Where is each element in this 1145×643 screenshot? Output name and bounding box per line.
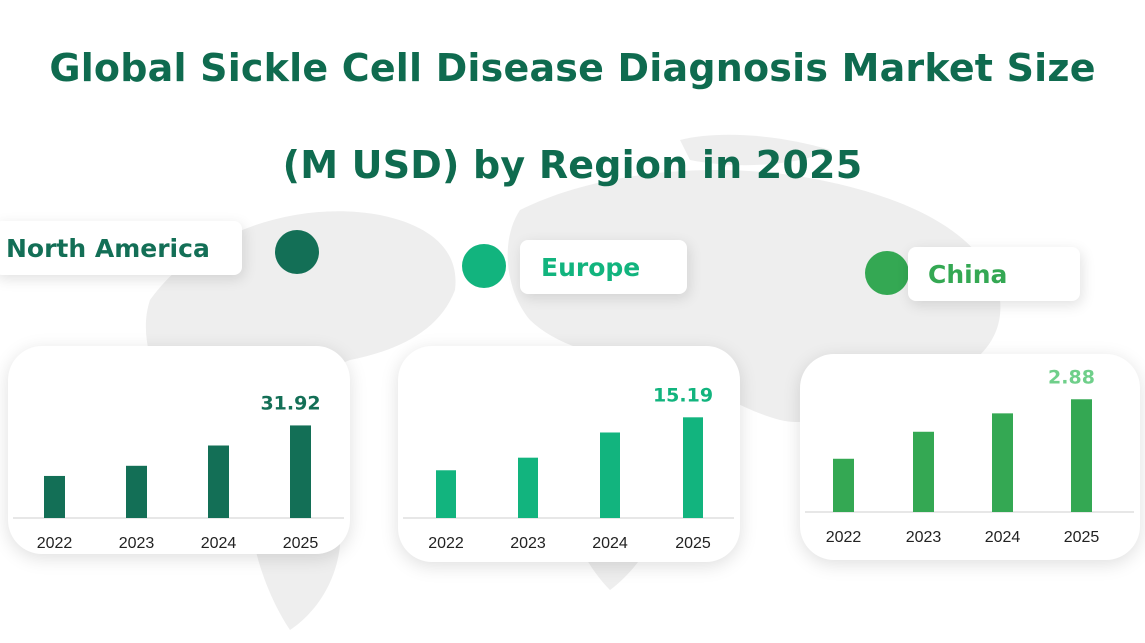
china-tick-label-2025: 2025	[1064, 529, 1100, 546]
china-bar-2023	[913, 431, 934, 512]
north-america-bar-chart: 2022 2023 2024 2025 31.92	[13, 392, 344, 552]
north-america-bar-2022	[44, 475, 65, 518]
north-america-dot-icon	[275, 230, 319, 274]
north-america-label-box: North America	[0, 221, 242, 275]
europe-bar-2023	[518, 457, 538, 518]
europe-tick-label-2024: 2024	[592, 535, 628, 552]
europe-label-box: Europe	[520, 240, 687, 294]
north-america-tick-label-2023: 2023	[119, 535, 155, 552]
north-america-tick-label-2025: 2025	[283, 535, 319, 552]
europe-tick-label-2022: 2022	[428, 535, 464, 552]
china-bar-2025	[1071, 399, 1092, 512]
china-bar-chart: 2022 2023 2024 2025 2.88	[805, 366, 1134, 546]
north-america-bar-2025	[290, 425, 311, 518]
europe-bar-2025	[683, 417, 703, 518]
china-chart-card: 2022 2023 2024 2025 2.88	[800, 354, 1140, 560]
chart-title-line-2: (M USD) by Region in 2025	[282, 143, 863, 187]
china-label: China	[928, 259, 1008, 289]
china-label-box: China	[908, 247, 1080, 301]
europe-tick-label-2025: 2025	[675, 535, 711, 552]
north-america-tick-label-2022: 2022	[37, 535, 73, 552]
north-america-bar-2024	[208, 445, 229, 518]
china-bar-2022	[833, 458, 854, 512]
europe-dot-icon	[462, 244, 506, 288]
europe-data-label-2025: 15.19	[653, 384, 713, 406]
china-dot-icon	[865, 251, 909, 295]
north-america-data-label-2025: 31.92	[260, 392, 320, 414]
north-america-bar-2023	[126, 465, 147, 518]
chart-title-line-1: Global Sickle Cell Disease Diagnosis Mar…	[49, 46, 1096, 90]
europe-label: Europe	[541, 252, 641, 282]
north-america-label: North America	[6, 233, 210, 263]
europe-chart-card: 2022 2023 2024 2025 15.19	[398, 346, 740, 562]
north-america-tick-label-2024: 2024	[201, 535, 237, 552]
europe-bar-chart: 2022 2023 2024 2025 15.19	[403, 384, 734, 552]
china-bar-2024	[992, 413, 1013, 512]
china-tick-label-2023: 2023	[906, 529, 942, 546]
china-tick-label-2024: 2024	[985, 529, 1021, 546]
china-tick-label-2022: 2022	[826, 529, 862, 546]
europe-bar-2022	[436, 470, 456, 518]
north-america-chart-card: 2022 2023 2024 2025 31.92	[8, 346, 350, 554]
europe-bar-2024	[600, 432, 620, 518]
europe-tick-label-2023: 2023	[510, 535, 546, 552]
china-data-label-2025: 2.88	[1048, 366, 1095, 388]
